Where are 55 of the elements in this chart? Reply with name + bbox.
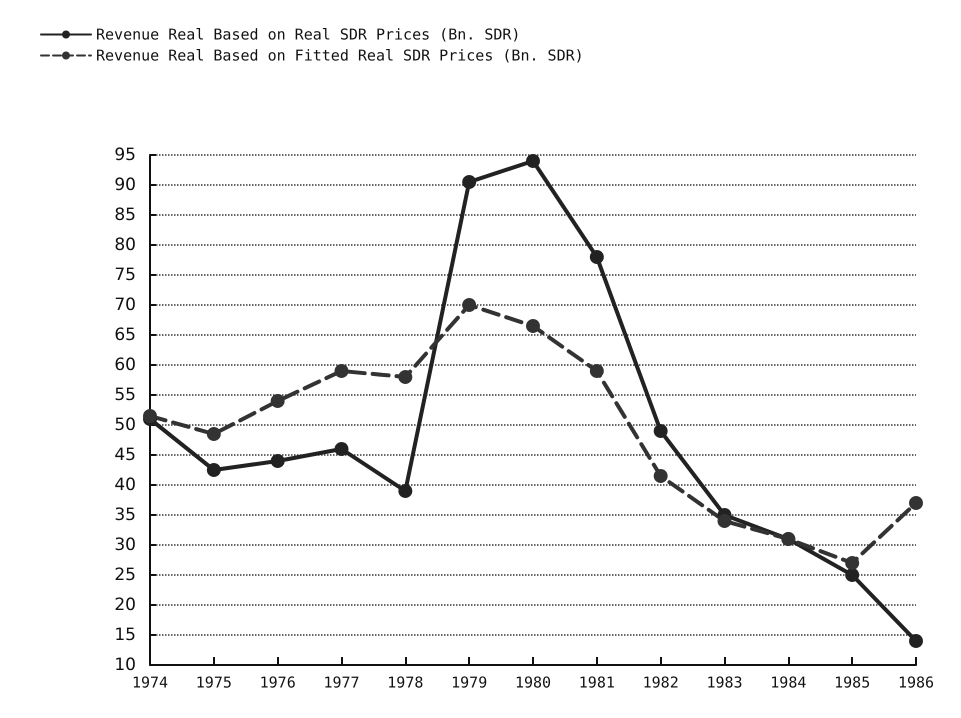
y-tick-label: 40 — [114, 475, 136, 495]
y-tick-label: 75 — [114, 265, 136, 285]
x-tick-label: 1978 — [387, 674, 424, 692]
y-tick-label: 55 — [114, 385, 136, 405]
y-tick-label: 50 — [114, 415, 136, 435]
y-tick-label: 85 — [114, 205, 136, 225]
legend-label: Revenue Real Based on Real SDR Prices (Bn. SDR) — [96, 26, 520, 44]
y-tick-label: 20 — [114, 595, 136, 615]
y-tick-label: 15 — [114, 625, 136, 645]
y-tick-label: 95 — [114, 145, 136, 165]
x-tick-label: 1982 — [642, 674, 679, 692]
x-tick-label: 1980 — [514, 674, 552, 692]
point — [909, 634, 923, 648]
point — [270, 454, 285, 468]
y-tick-label: 90 — [114, 175, 136, 195]
point — [718, 514, 732, 528]
point — [909, 496, 923, 510]
point — [654, 424, 668, 438]
y-tick-label: 30 — [114, 535, 136, 555]
y-tick-label: 65 — [114, 325, 136, 345]
point — [462, 175, 476, 189]
point — [654, 469, 668, 483]
y-tick-label: 45 — [114, 445, 136, 465]
point — [590, 250, 604, 264]
point — [526, 154, 540, 168]
x-tick-label: 1977 — [323, 674, 360, 692]
legend-label: Revenue Real Based on Fitted Real SDR Prices (Bn. SDR) — [96, 46, 584, 64]
y-tick-label: 60 — [114, 355, 136, 375]
point — [845, 568, 860, 582]
point — [206, 427, 221, 441]
x-tick-label: 1974 — [132, 674, 168, 692]
point — [143, 409, 157, 423]
y-tick-label: 35 — [114, 505, 136, 525]
x-tick-label: 1986 — [898, 674, 934, 692]
point — [590, 364, 604, 378]
x-tick-label: 1985 — [834, 674, 870, 692]
point — [526, 319, 540, 333]
y-tick-label: 70 — [114, 295, 136, 315]
point — [398, 370, 412, 384]
point — [334, 364, 348, 378]
x-tick-label: 1975 — [196, 674, 232, 692]
point — [270, 394, 285, 408]
x-tick-label: 1976 — [260, 674, 296, 692]
point — [462, 298, 476, 312]
point — [845, 556, 860, 570]
x-tick-label: 1984 — [770, 674, 806, 692]
y-tick-label: 25 — [114, 565, 136, 585]
x-tick-label: 1979 — [451, 674, 488, 692]
x-tick-label: 1983 — [706, 674, 743, 692]
y-tick-label: 10 — [114, 655, 136, 675]
point — [398, 484, 412, 498]
point — [206, 463, 221, 477]
point — [334, 442, 348, 456]
x-tick-label: 1981 — [578, 674, 615, 692]
y-tick-label: 80 — [114, 235, 136, 255]
